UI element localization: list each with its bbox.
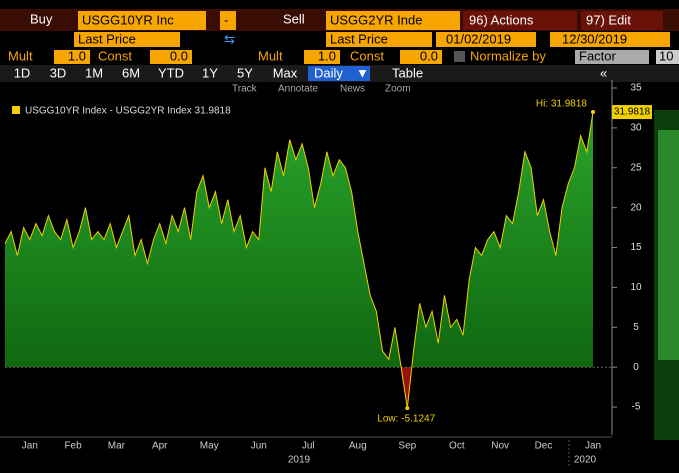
start-date[interactable]: 01/02/2019 xyxy=(446,31,511,46)
checkbox[interactable] xyxy=(454,51,465,62)
dropdown-arrow[interactable]: ▼ xyxy=(356,65,369,80)
period-button[interactable]: 3D xyxy=(50,65,67,80)
y-tick-label: -5 xyxy=(632,402,641,413)
const-label: Const xyxy=(350,48,384,63)
field2[interactable]: Last Price xyxy=(330,31,388,46)
date-box[interactable] xyxy=(436,32,536,47)
high-marker xyxy=(591,110,595,115)
field1[interactable]: Last Price xyxy=(78,31,136,46)
field-box[interactable] xyxy=(74,32,180,47)
edit[interactable]: 97) Edit xyxy=(586,12,631,27)
x-tick-label: Oct xyxy=(449,441,465,452)
period-button[interactable]: 6M xyxy=(122,65,140,80)
legend-entry: USGG10YR Index - USGG2YR Index 31.9818 xyxy=(25,106,231,117)
y-tick-label: 20 xyxy=(630,202,642,213)
y-tick-label: 25 xyxy=(630,162,642,173)
edit-button[interactable] xyxy=(581,11,663,30)
area-negative xyxy=(401,367,412,409)
security-field[interactable] xyxy=(326,11,460,30)
const-label: Const xyxy=(98,48,132,63)
security-field[interactable] xyxy=(78,11,206,30)
y-tick-label: 30 xyxy=(630,123,642,134)
period-button[interactable]: 1M xyxy=(85,65,103,80)
period-button[interactable]: Max xyxy=(273,65,298,80)
factor-box[interactable] xyxy=(575,50,649,64)
last-value-label: 31.9818 xyxy=(614,107,651,118)
const2[interactable]: 0.0 xyxy=(420,48,438,63)
table-button[interactable]: Table xyxy=(392,65,423,80)
x-tick-label: Aug xyxy=(349,441,367,452)
x-tick-label: Dec xyxy=(535,441,553,452)
mult1[interactable]: 1.0 xyxy=(68,48,86,63)
actions-button[interactable] xyxy=(463,11,577,30)
y-tick-label: 15 xyxy=(630,242,642,253)
chart-tool[interactable]: News xyxy=(340,84,365,95)
y-tick-label: 10 xyxy=(630,282,642,293)
high-label: Hi: 31.9818 xyxy=(536,99,588,110)
sell-label: Sell xyxy=(283,11,305,26)
x-tick-label: Apr xyxy=(152,441,168,452)
y-tick-label: 35 xyxy=(630,83,642,94)
x-tick-label: Nov xyxy=(491,441,509,452)
chart-tool[interactable]: Annotate xyxy=(278,84,318,95)
field-box[interactable] xyxy=(326,32,432,47)
end-date[interactable]: 12/30/2019 xyxy=(562,31,627,46)
input-box[interactable] xyxy=(400,50,442,64)
chart-tool[interactable]: Track xyxy=(232,84,258,95)
legend-swatch xyxy=(12,106,20,114)
y-tick-label: 5 xyxy=(633,322,639,333)
period-button[interactable]: 1Y xyxy=(202,65,218,80)
x-tick-label: Jan xyxy=(585,441,601,452)
x-tick-label: Feb xyxy=(64,441,82,452)
security2[interactable]: USGG2YR Inde xyxy=(330,12,423,27)
mult2[interactable]: 1.0 xyxy=(318,48,336,63)
x-tick-label: Jul xyxy=(302,441,315,452)
buy-label: Buy xyxy=(30,11,53,26)
normalize-label: Normalize by xyxy=(470,48,546,63)
period-button[interactable]: 1D xyxy=(14,65,31,80)
x-tick-label: May xyxy=(200,441,219,452)
swap-icon[interactable]: ⇆ xyxy=(224,31,235,46)
frequency[interactable]: Daily xyxy=(314,65,343,80)
factor-value-box[interactable] xyxy=(656,50,679,64)
x-tick-label: Jan xyxy=(22,441,38,452)
factor-value[interactable]: 10 xyxy=(659,48,673,63)
low-marker xyxy=(405,406,410,411)
mult-label: Mult xyxy=(8,48,33,63)
actions[interactable]: 96) Actions xyxy=(469,12,534,27)
year-label: 2020 xyxy=(574,455,597,466)
input-box[interactable] xyxy=(304,50,340,64)
input-box[interactable] xyxy=(54,50,90,64)
x-tick-label: Mar xyxy=(108,441,126,452)
const1[interactable]: 0.0 xyxy=(170,48,188,63)
year-label: 2019 xyxy=(288,455,311,466)
operator[interactable]: - xyxy=(224,12,228,27)
last-value-badge xyxy=(612,105,652,120)
period-button[interactable]: 5Y xyxy=(237,65,253,80)
low-label: Low: -5.1247 xyxy=(377,414,435,425)
operator-field[interactable] xyxy=(220,11,236,30)
period-button[interactable]: YTD xyxy=(158,65,184,80)
mult-label: Mult xyxy=(258,48,283,63)
factor[interactable]: Factor xyxy=(579,48,617,63)
date-box[interactable] xyxy=(550,32,670,47)
x-tick-label: Jun xyxy=(251,441,267,452)
chart-tool[interactable]: Zoom xyxy=(385,84,411,95)
series-line xyxy=(4,111,594,409)
frequency-box[interactable] xyxy=(308,66,370,81)
input-box[interactable] xyxy=(150,50,192,64)
side-panel-bar xyxy=(658,130,679,360)
collapse-icon[interactable]: « xyxy=(600,65,607,80)
y-tick-label: 0 xyxy=(633,362,639,373)
security1[interactable]: USGG10YR Inc xyxy=(82,12,174,27)
x-tick-label: Sep xyxy=(398,441,416,452)
